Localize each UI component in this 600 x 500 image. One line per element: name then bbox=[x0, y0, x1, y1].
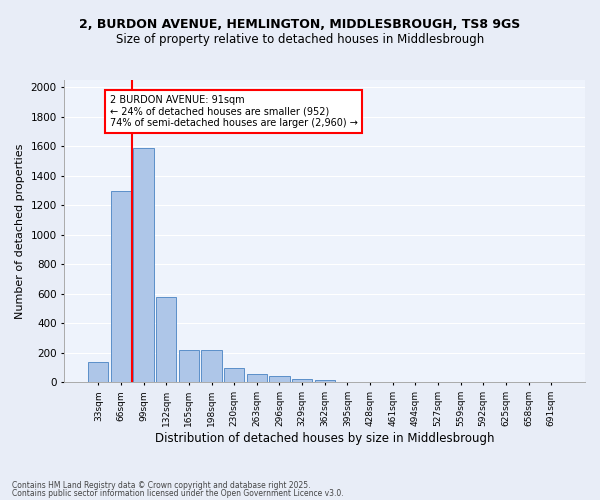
Bar bbox=[133, 148, 154, 382]
Bar bbox=[202, 350, 221, 382]
Text: 2, BURDON AVENUE, HEMLINGTON, MIDDLESBROUGH, TS8 9GS: 2, BURDON AVENUE, HEMLINGTON, MIDDLESBRO… bbox=[79, 18, 521, 30]
Bar bbox=[156, 297, 176, 382]
X-axis label: Distribution of detached houses by size in Middlesbrough: Distribution of detached houses by size … bbox=[155, 432, 494, 445]
Text: Contains public sector information licensed under the Open Government Licence v3: Contains public sector information licen… bbox=[12, 489, 344, 498]
Bar bbox=[292, 378, 312, 382]
Text: 2 BURDON AVENUE: 91sqm
← 24% of detached houses are smaller (952)
74% of semi-de: 2 BURDON AVENUE: 91sqm ← 24% of detached… bbox=[110, 95, 358, 128]
Bar bbox=[269, 376, 290, 382]
Bar bbox=[88, 362, 109, 382]
Y-axis label: Number of detached properties: Number of detached properties bbox=[15, 144, 25, 319]
Bar bbox=[247, 374, 267, 382]
Bar bbox=[111, 192, 131, 382]
Bar bbox=[314, 380, 335, 382]
Bar bbox=[224, 368, 244, 382]
Bar bbox=[179, 350, 199, 382]
Text: Contains HM Land Registry data © Crown copyright and database right 2025.: Contains HM Land Registry data © Crown c… bbox=[12, 480, 311, 490]
Text: Size of property relative to detached houses in Middlesbrough: Size of property relative to detached ho… bbox=[116, 32, 484, 46]
